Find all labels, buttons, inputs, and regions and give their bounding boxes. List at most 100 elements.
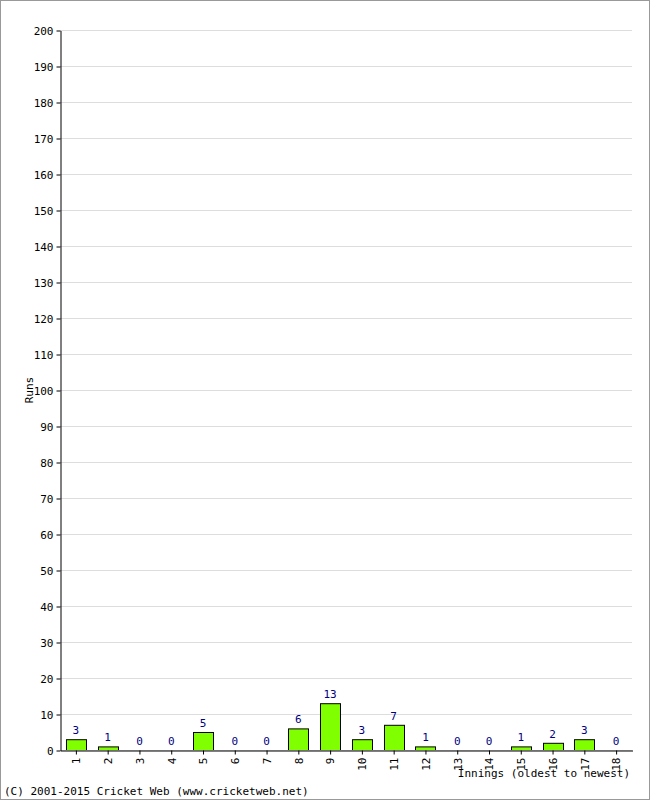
bar — [575, 740, 595, 750]
tick: 9 — [324, 751, 337, 765]
tick-mark — [57, 211, 61, 212]
tick: 120 — [34, 313, 61, 326]
tick-label: 4 — [166, 757, 179, 764]
tick-mark — [57, 31, 61, 32]
tick: 6 — [229, 751, 242, 765]
tick-label: 150 — [34, 205, 54, 218]
tick-mark — [235, 751, 236, 755]
tick: 40 — [40, 601, 60, 614]
grid — [60, 31, 632, 751]
tick-mark — [57, 139, 61, 140]
grid-line — [60, 534, 632, 535]
tick-label: 200 — [34, 25, 54, 38]
bar — [289, 729, 309, 750]
tick-label: 80 — [40, 457, 53, 470]
tick-label: 110 — [34, 349, 54, 362]
data-label: 0 — [486, 735, 493, 748]
bar — [67, 740, 87, 750]
y-axis: 0102030405060708090100110120130140150160… — [34, 25, 61, 758]
grid-line — [60, 246, 632, 247]
axis-line — [61, 751, 633, 752]
bar — [321, 704, 341, 750]
grid-line — [60, 462, 632, 463]
tick: 11 — [388, 751, 401, 771]
grid-line — [60, 714, 632, 715]
tick: 20 — [40, 673, 60, 686]
background — [1, 1, 650, 800]
tick: 10 — [356, 751, 369, 771]
tick: 160 — [34, 169, 61, 182]
tick-mark — [394, 751, 395, 755]
data-label: 0 — [454, 735, 461, 748]
tick: 70 — [40, 493, 60, 506]
data-label: 3 — [359, 724, 366, 737]
tick-mark — [57, 103, 61, 104]
annotations: (C) 2001-2015 Cricket Web (www.cricketwe… — [4, 785, 309, 798]
tick: 150 — [34, 205, 61, 218]
tick-mark — [57, 391, 61, 392]
tick-label: 130 — [34, 277, 54, 290]
tick-label: 160 — [34, 169, 54, 182]
tick-mark — [57, 751, 61, 752]
tick-label: 120 — [34, 313, 54, 326]
tick-label: 2 — [102, 758, 115, 765]
tick-mark — [57, 247, 61, 248]
tick-label: 0 — [47, 745, 54, 758]
tick: 8 — [293, 751, 306, 765]
tick: 170 — [34, 133, 61, 146]
tick-mark — [57, 175, 61, 176]
tick-mark — [362, 751, 363, 755]
tick-mark — [139, 751, 140, 755]
grid-line — [60, 282, 632, 283]
data-label: 5 — [200, 717, 207, 730]
tick: 90 — [40, 421, 60, 434]
data-label: 0 — [136, 735, 143, 748]
tick-mark — [57, 499, 61, 500]
tick-mark — [57, 535, 61, 536]
tick: 30 — [40, 637, 60, 650]
data-label: 0 — [168, 735, 175, 748]
grid-line — [60, 570, 632, 571]
data-label: 1 — [422, 731, 429, 744]
tick-label: 3 — [134, 758, 147, 765]
tick-label: 7 — [261, 758, 274, 765]
tick-mark — [553, 751, 554, 755]
grid-line — [60, 354, 632, 355]
data-label: 0 — [231, 735, 238, 748]
tick-label: 6 — [229, 758, 242, 765]
data-label: 7 — [390, 710, 397, 723]
tick-mark — [584, 751, 585, 755]
tick-label: 10 — [356, 758, 369, 771]
tick: 7 — [261, 751, 274, 765]
data-label: 13 — [323, 688, 336, 701]
bars — [67, 704, 595, 750]
grid-line — [60, 138, 632, 139]
tick-label: 40 — [40, 601, 53, 614]
tick-mark — [171, 751, 172, 755]
grid-line — [60, 102, 632, 103]
bar — [544, 743, 564, 750]
data-label: 0 — [613, 735, 620, 748]
data-label: 6 — [295, 713, 302, 726]
x-axis-title: Innings (oldest to newest) — [458, 767, 630, 780]
grid-line — [60, 210, 632, 211]
annotation: (C) 2001-2015 Cricket Web (www.cricketwe… — [4, 785, 309, 798]
tick: 0 — [47, 745, 61, 758]
grid-line — [60, 30, 632, 31]
grid-line — [60, 642, 632, 643]
tick-label: 11 — [388, 758, 401, 771]
tick-label: 170 — [34, 133, 54, 146]
tick-mark — [57, 715, 61, 716]
tick-label: 20 — [40, 673, 53, 686]
tick-mark — [57, 67, 61, 68]
bar — [99, 747, 119, 750]
tick-label: 60 — [40, 529, 53, 542]
tick-mark — [76, 751, 77, 755]
tick-label: 100 — [34, 385, 54, 398]
grid-line — [60, 390, 632, 391]
tick-mark — [57, 427, 61, 428]
data-label: 0 — [263, 735, 270, 748]
tick-mark — [57, 571, 61, 572]
tick-mark — [521, 751, 522, 755]
tick: 60 — [40, 529, 60, 542]
